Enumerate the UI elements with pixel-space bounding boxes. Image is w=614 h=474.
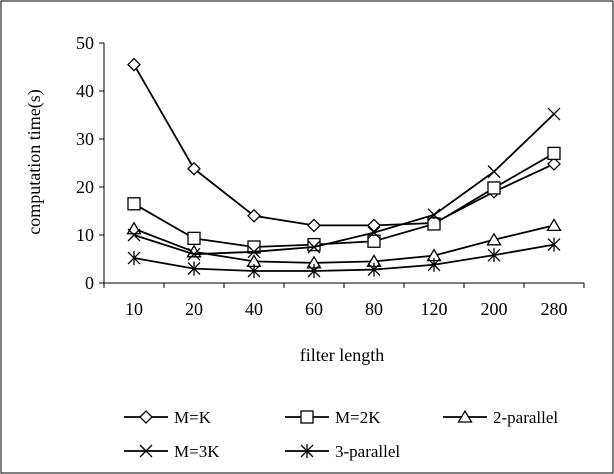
series-line [133, 152, 555, 248]
data-point [487, 181, 501, 195]
data-point [247, 240, 261, 254]
data-point [247, 264, 261, 278]
legend-item: 3-parallel [285, 442, 400, 461]
x-tick-label: 120 [421, 299, 448, 319]
legend-marker [457, 409, 473, 423]
y-tick-label: 40 [76, 81, 94, 101]
legend-marker [139, 444, 153, 458]
legend: M=K M=2K 2-parallel M=3K 3-parallel [124, 408, 558, 461]
y-tick-label: 0 [85, 273, 94, 293]
series-m-3k [127, 107, 561, 261]
y-tick-label: 30 [76, 129, 94, 149]
legend-label: M=2K [335, 408, 381, 427]
data-point [187, 247, 201, 261]
data-point [187, 261, 201, 276]
data-point [127, 197, 141, 211]
legend-item: M=K [124, 408, 212, 427]
data-point [367, 218, 381, 233]
data-point [187, 161, 201, 176]
x-tick-label: 280 [541, 299, 568, 319]
data-point [427, 208, 441, 222]
data-point [247, 208, 261, 223]
legend-item: M=2K [285, 408, 381, 427]
legend-marker [300, 410, 314, 424]
series-line [133, 113, 555, 256]
data-point [487, 248, 501, 263]
data-point [427, 257, 441, 272]
data-point [547, 107, 561, 121]
data-point [367, 262, 381, 277]
y-axis: 0 10 20 30 40 50 [76, 33, 105, 293]
data-point [486, 232, 502, 246]
data-point [547, 157, 561, 171]
data-point [307, 264, 321, 278]
legend-label: M=K [174, 408, 212, 427]
data-point [487, 165, 501, 179]
data-point [127, 251, 141, 266]
data-point [307, 237, 321, 252]
x-tick-label: 80 [365, 299, 383, 319]
legend-item: M=3K [124, 442, 220, 461]
x-axis-title: filter length [300, 345, 384, 365]
data-point [127, 228, 141, 242]
data-point [307, 240, 321, 254]
series-layer [126, 57, 562, 278]
data-point [547, 146, 561, 161]
x-tick-label: 10 [125, 299, 143, 319]
data-point [546, 218, 562, 232]
data-point [367, 234, 381, 248]
data-point [427, 217, 441, 231]
legend-label: M=3K [174, 442, 220, 461]
series-line [133, 243, 555, 272]
legend-label: 3-parallel [335, 442, 400, 461]
data-point [367, 226, 381, 240]
y-axis-title: computation time(s) [24, 89, 45, 234]
x-tick-label: 40 [245, 299, 263, 319]
legend-label: 2-parallel [493, 408, 558, 427]
data-point [127, 57, 141, 72]
y-tick-label: 20 [76, 177, 94, 197]
data-point [547, 237, 561, 252]
legend-marker [139, 410, 153, 424]
series-3-parallel [127, 237, 561, 278]
legend-marker [300, 444, 314, 458]
y-tick-label: 10 [76, 225, 94, 245]
data-point [247, 245, 261, 259]
series-line [133, 64, 555, 227]
x-axis: 10 20 40 60 80 120 200 280 [103, 282, 585, 319]
x-tick-label: 200 [481, 299, 508, 319]
legend-item: 2-parallel [443, 408, 558, 427]
data-point [187, 231, 201, 246]
x-tick-label: 60 [305, 299, 323, 319]
x-tick-label: 20 [185, 299, 203, 319]
data-point [307, 218, 321, 233]
y-tick-label: 50 [76, 33, 94, 53]
